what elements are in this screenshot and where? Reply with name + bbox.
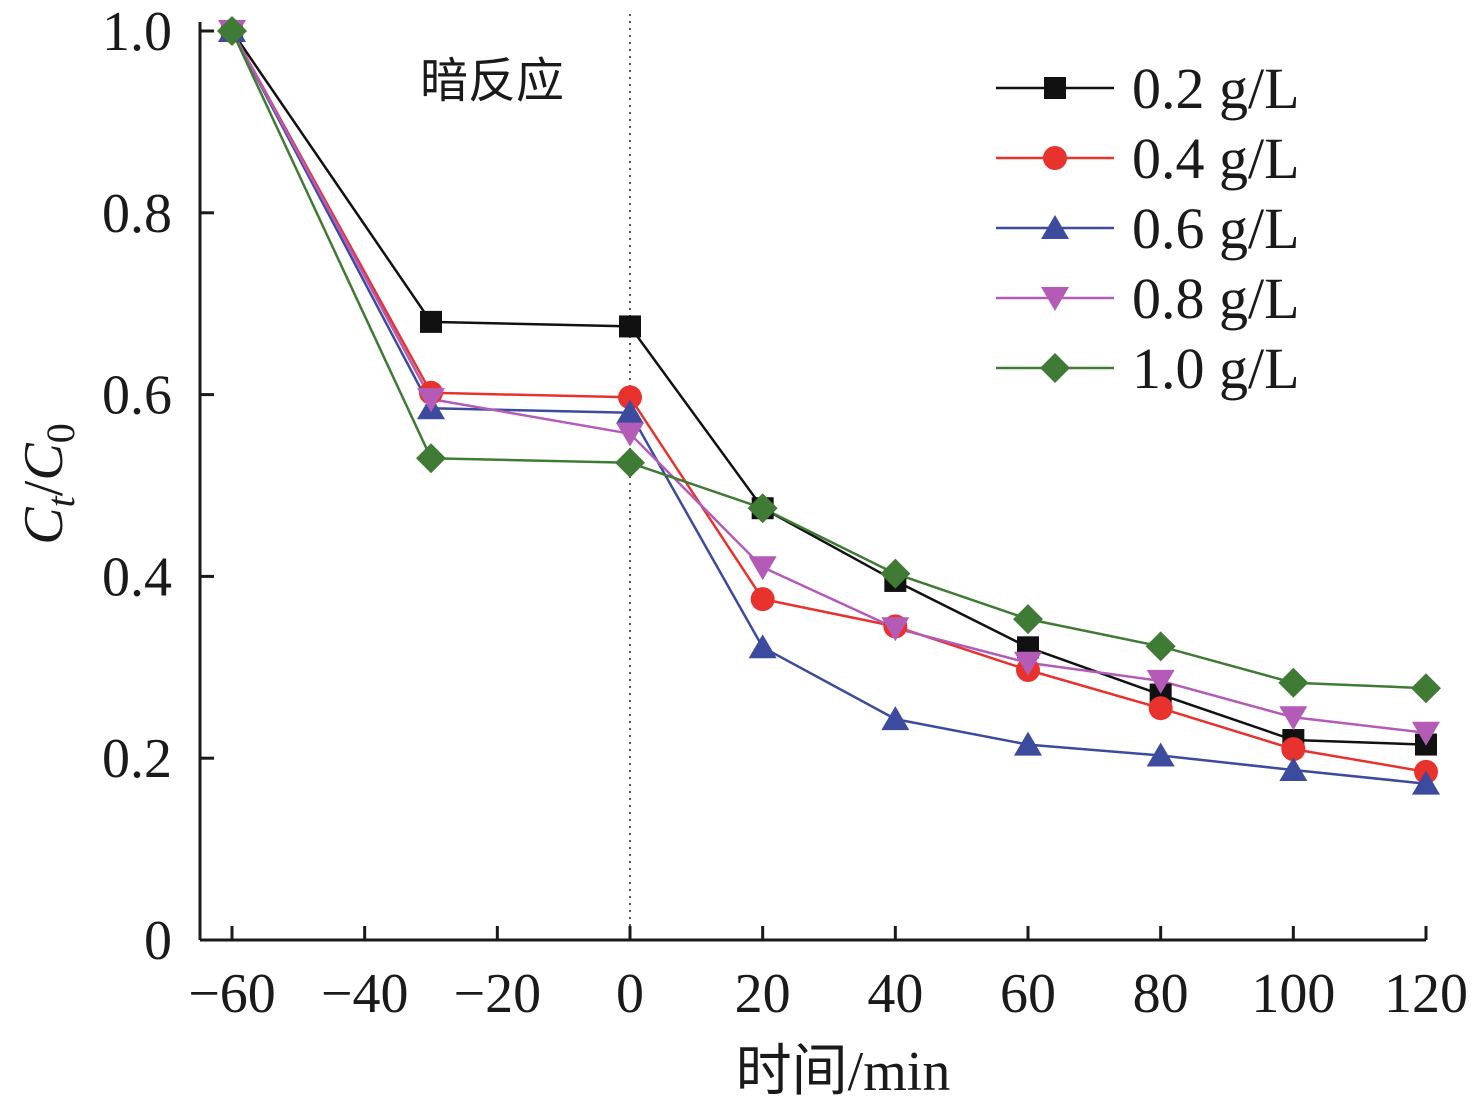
data-point-marker <box>881 706 910 731</box>
data-point-marker <box>1411 673 1441 704</box>
x-tick-label: 0 <box>616 963 644 1025</box>
data-point-marker <box>1412 721 1440 746</box>
data-point-marker <box>1014 731 1042 756</box>
legend-marker <box>1043 146 1067 170</box>
legend-marker <box>1040 353 1070 383</box>
data-point-marker <box>1146 742 1175 767</box>
legend-label: 0.6 g/L <box>1132 196 1300 261</box>
y-tick-label: 0.4 <box>102 546 172 608</box>
y-tick-label: 0 <box>144 910 172 972</box>
x-tick-label: 60 <box>1000 963 1056 1025</box>
legend-label: 0.8 g/L <box>1132 266 1300 331</box>
y-tick-label: 0.6 <box>102 365 172 427</box>
data-point-marker <box>1412 770 1440 795</box>
x-tick-label: −20 <box>454 963 542 1025</box>
data-point-marker <box>750 587 775 612</box>
data-point-marker <box>1278 667 1309 698</box>
y-tick-label: 1.0 <box>102 1 172 63</box>
data-point-marker <box>416 443 446 474</box>
x-tick-label: 40 <box>867 963 923 1025</box>
legend-label: 1.0 g/L <box>1132 336 1300 401</box>
data-point-marker <box>1146 669 1175 694</box>
y-axis-title: Ct/C0 <box>13 423 83 544</box>
legend-marker <box>1041 287 1069 311</box>
x-axis-title: 时间/min <box>736 1041 951 1103</box>
x-tick-label: 100 <box>1251 963 1335 1025</box>
x-tick-label: 120 <box>1384 963 1468 1025</box>
legend-label: 0.4 g/L <box>1132 126 1300 191</box>
data-point-marker <box>1279 757 1308 782</box>
legend-item: 0.6 g/L <box>996 196 1300 261</box>
x-tick-label: −40 <box>321 963 409 1025</box>
y-tick-label: 0.2 <box>102 728 172 790</box>
legend-marker <box>1044 77 1066 99</box>
x-tick-label: 20 <box>735 963 791 1025</box>
series-markers-5 <box>217 16 1441 704</box>
data-point-marker <box>615 447 645 478</box>
legend-marker <box>1041 215 1069 239</box>
data-point-marker <box>880 558 911 589</box>
data-point-marker <box>748 556 777 581</box>
axes <box>198 22 1426 942</box>
data-point-marker <box>747 493 778 524</box>
data-point-marker <box>616 399 644 424</box>
data-point-marker <box>1145 631 1176 662</box>
data-point-marker <box>1281 737 1306 762</box>
legend: 0.2 g/L0.4 g/L0.6 g/L0.8 g/L1.0 g/L <box>996 56 1300 401</box>
data-point-marker <box>1014 651 1042 676</box>
y-tick-label: 0.8 <box>102 183 172 245</box>
legend-item: 0.8 g/L <box>996 266 1300 331</box>
data-point-marker <box>618 385 642 410</box>
data-point-marker <box>420 310 442 333</box>
data-point-marker <box>619 315 641 338</box>
x-tick-label: 80 <box>1133 963 1189 1025</box>
data-point-marker <box>217 16 247 46</box>
data-point-marker <box>1013 604 1043 635</box>
data-point-marker <box>1279 706 1308 731</box>
dark-reaction-annotation: 暗反应 <box>420 53 564 109</box>
data-point-marker <box>417 388 445 413</box>
x-tick-label: −60 <box>188 963 276 1025</box>
legend-label: 0.2 g/L <box>1132 56 1300 121</box>
data-point-marker <box>1148 696 1173 721</box>
ticks: −60 −40 −20 0 20 40 60 80 100 120 0 0.2 0.4 0.6 0.8 1.0 <box>102 1 1468 1025</box>
data-point-marker <box>881 617 910 642</box>
legend-item: 0.4 g/L <box>996 126 1300 191</box>
legend-item: 0.2 g/L <box>996 56 1300 121</box>
legend-item: 1.0 g/L <box>996 336 1300 401</box>
y-axis-title-text: Ct/C0 <box>13 423 83 544</box>
data-point-marker <box>748 634 777 659</box>
series-group <box>217 16 1441 795</box>
data-point-marker <box>616 422 644 447</box>
